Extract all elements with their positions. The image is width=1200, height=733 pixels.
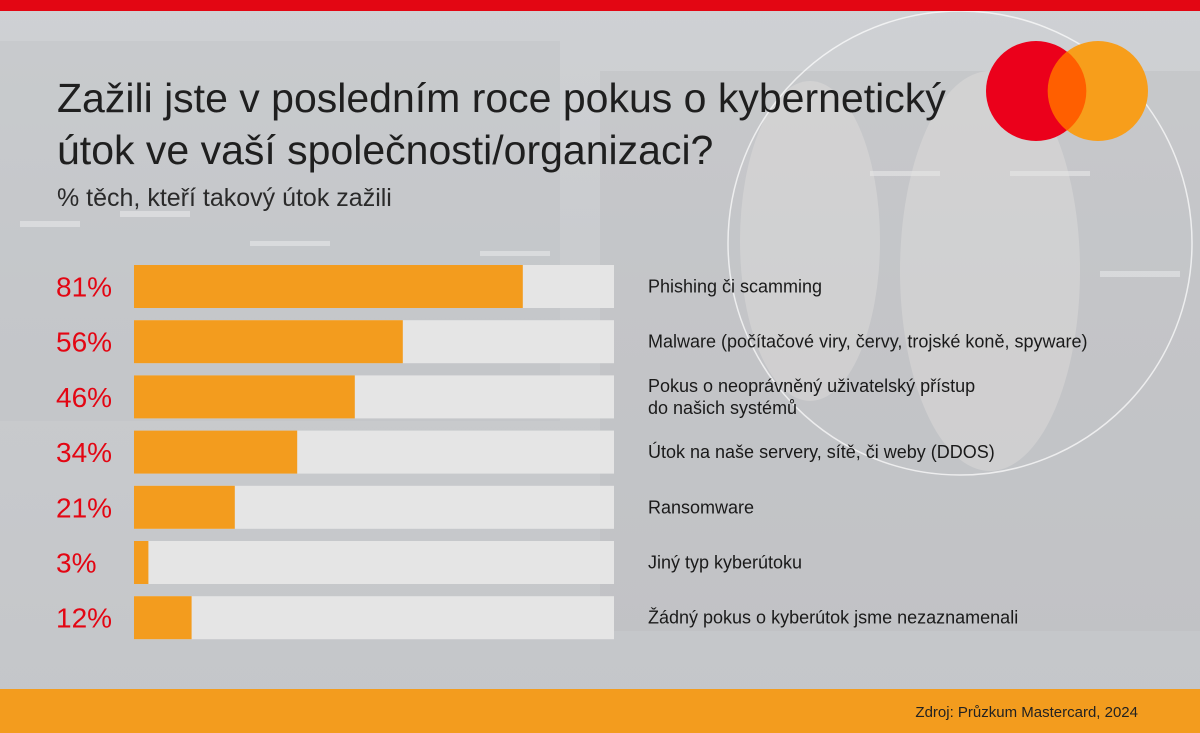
category-label: Útok na naše servery, sítě, či weby (DDO… — [648, 441, 995, 462]
value-label: 46% — [56, 382, 112, 413]
value-label: 21% — [56, 492, 112, 523]
value-label: 56% — [56, 327, 112, 358]
chart-subtitle: % těch, kteří takový útok zažili — [57, 184, 392, 212]
logo-overlap — [1047, 51, 1087, 131]
value-label: 81% — [56, 272, 112, 303]
value-label: 12% — [56, 603, 112, 634]
category-label: Pokus o neoprávněný uživatelský přístup d… — [648, 376, 975, 418]
source-note: Zdroj: Průzkum Mastercard, 2024 — [915, 704, 1138, 721]
mastercard-logo — [986, 41, 1148, 141]
footer-bar: Zdroj: Průzkum Mastercard, 2024 — [0, 689, 1200, 733]
top-accent-bar — [0, 0, 1200, 11]
chart-title: Zažili jste v posledním roce pokus o kyb… — [57, 75, 946, 173]
value-label: 34% — [56, 437, 112, 468]
bar — [134, 596, 192, 640]
category-label: Jiný typ kyberútoku — [648, 553, 802, 573]
bar — [134, 320, 403, 364]
bar — [134, 375, 355, 419]
bar — [134, 485, 235, 529]
bar — [134, 265, 523, 308]
value-label: 3% — [56, 548, 96, 579]
category-label: Malware (počítačové viry, červy, trojské… — [648, 332, 1087, 352]
bar-track — [134, 596, 614, 640]
category-label: Phishing či scamming — [648, 277, 822, 297]
category-label: Žádný pokus o kyberútok jsme nezaznamena… — [648, 608, 1018, 628]
bar-track — [134, 541, 614, 584]
category-label: Ransomware — [648, 497, 754, 517]
bar — [134, 430, 298, 474]
bar — [134, 541, 149, 584]
